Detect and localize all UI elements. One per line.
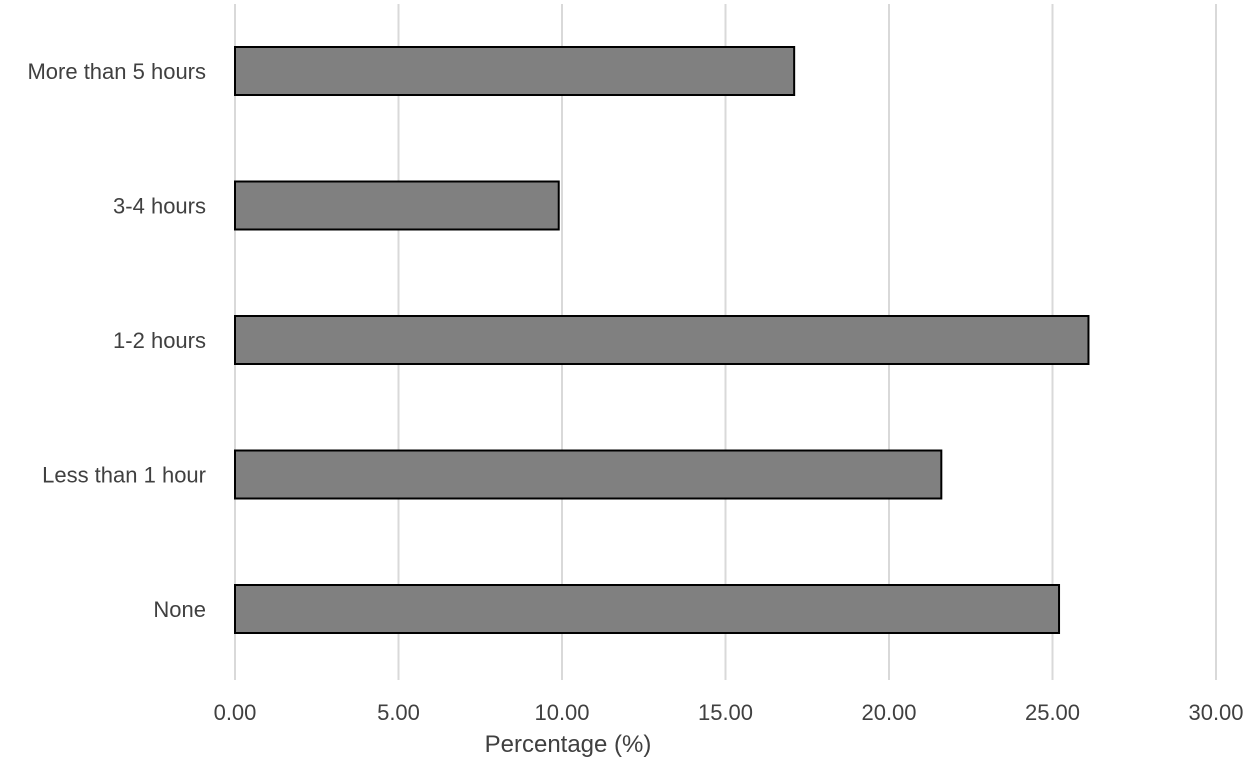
bar (234, 584, 1061, 634)
bars (234, 46, 1090, 634)
category-label: More than 5 hours (27, 59, 206, 84)
x-axis-title: Percentage (%) (485, 731, 652, 758)
x-tick-label: 5.00 (377, 700, 420, 725)
category-label: 1-2 hours (113, 328, 206, 353)
x-tick-label: 25.00 (1025, 700, 1080, 725)
bar (234, 180, 560, 231)
bar (234, 46, 796, 96)
category-labels: More than 5 hours 3-4 hours 1-2 hours Less … (27, 59, 206, 622)
x-tick-label: 30.00 (1188, 700, 1243, 725)
x-tick-label: 20.00 (861, 700, 916, 725)
x-tick-label: 15.00 (698, 700, 753, 725)
x-tick-labels: 0.00 5.00 10.00 15.00 20.00 25.00 30.00 (214, 700, 1244, 725)
x-tick-label: 0.00 (214, 700, 257, 725)
x-tick-label: 10.00 (534, 700, 589, 725)
category-label: 3-4 hours (113, 194, 206, 219)
bar (234, 449, 943, 500)
category-label: None (153, 597, 206, 622)
category-label: Less than 1 hour (42, 463, 206, 488)
bar (234, 315, 1090, 365)
